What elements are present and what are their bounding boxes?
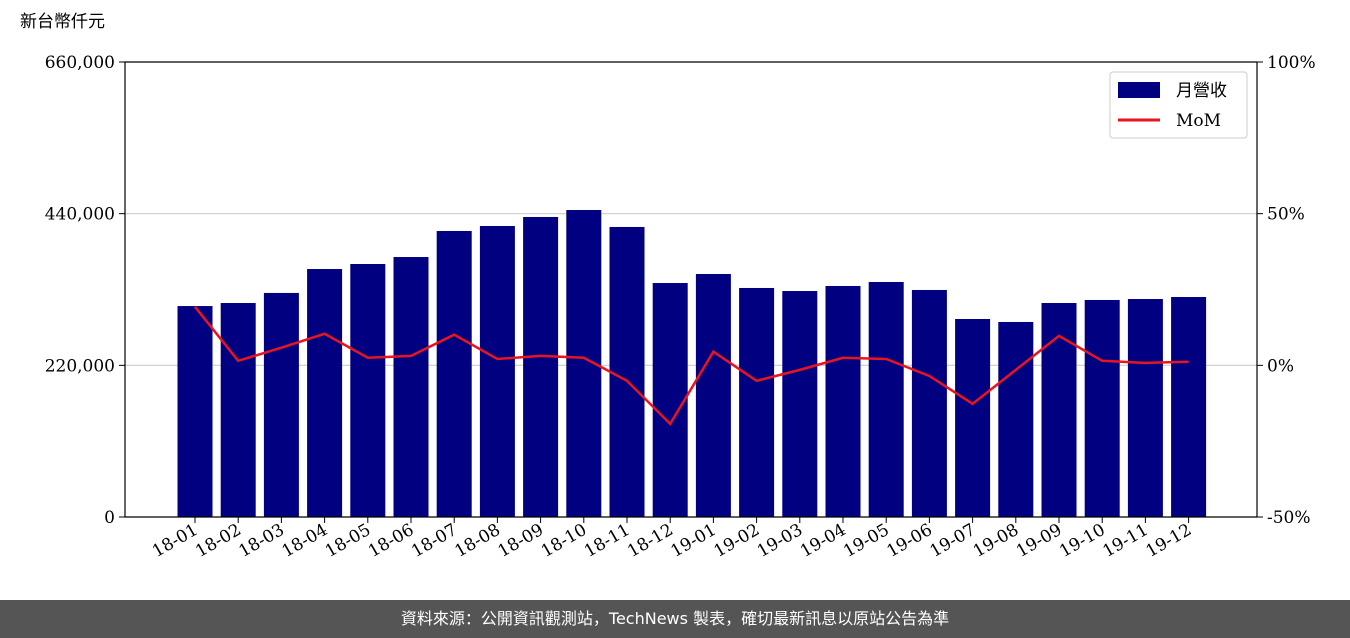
bar (436, 230, 472, 517)
x-tick-label: 18-12 (624, 520, 676, 562)
y2-tick-label: 0% (1267, 356, 1294, 376)
bar (307, 269, 343, 517)
bar (393, 257, 429, 517)
bar (911, 289, 947, 517)
legend-label: MoM (1176, 111, 1221, 131)
bar (263, 292, 299, 517)
bar (825, 285, 861, 517)
y-tick-label: 0 (104, 508, 115, 528)
bar (1171, 297, 1207, 517)
y2-tick-label: 100% (1267, 53, 1316, 73)
y-tick-label: 220,000 (45, 356, 115, 376)
bar (868, 281, 904, 517)
x-tick-label: 18-11 (581, 520, 633, 562)
x-tick-label: 19-06 (883, 520, 935, 562)
x-tick-label: 18-01 (149, 520, 201, 562)
y-tick-label: 440,000 (45, 205, 115, 225)
bar (609, 226, 645, 517)
x-tick-label: 19-05 (840, 520, 892, 562)
y-tick-label: 660,000 (45, 53, 115, 73)
x-tick-label: 19-09 (1013, 520, 1065, 562)
x-tick-label: 18-08 (451, 520, 503, 562)
y2-tick-label: -50% (1267, 508, 1311, 528)
bar (177, 306, 213, 517)
x-tick-label: 19-08 (970, 520, 1022, 562)
x-tick-label: 19-11 (1099, 520, 1151, 562)
bar (739, 287, 775, 517)
bar (1127, 299, 1163, 517)
bar (782, 291, 818, 517)
bar (955, 319, 991, 517)
x-tick-label: 19-12 (1143, 520, 1195, 562)
bar (350, 263, 386, 517)
line (194, 306, 1189, 426)
plot-frame (124, 61, 1258, 518)
x-tick-label: 18-04 (279, 520, 331, 562)
y-axis-label: 新台幣仟元 (20, 12, 105, 32)
x-tick-label: 18-09 (495, 520, 547, 562)
x-tick-label: 18-10 (538, 520, 590, 562)
x-tick-label: 18-02 (192, 520, 244, 562)
x-tick-label: 18-06 (365, 520, 417, 562)
legend-label: 月營收 (1176, 81, 1227, 101)
x-tick-label: 19-10 (1056, 520, 1108, 562)
y2-tick-label: 50% (1267, 205, 1305, 225)
x-tick-label: 19-01 (667, 520, 719, 562)
chart: 新台幣仟元 0 220,000 440,000 660,000 -50% 0% 50% 100… (20, 12, 1316, 562)
x-tick-label: 18-05 (322, 520, 374, 562)
bar (1041, 303, 1077, 517)
bar (695, 273, 731, 517)
x-tick-label: 19-02 (711, 520, 763, 562)
x-tick-label: 18-03 (235, 520, 287, 562)
x-tick-label: 19-03 (754, 520, 806, 562)
x-tick-label: 19-07 (927, 520, 979, 562)
bar (523, 216, 559, 517)
bar (220, 303, 256, 517)
bar (998, 321, 1034, 517)
x-tick-label: 18-07 (408, 520, 460, 562)
x-tick-label: 19-04 (797, 520, 849, 562)
legend-swatch (1118, 82, 1160, 98)
footer: 資料來源：公開資訊觀測站，TechNews 製表，確切最新訊息以原站公告為準 (0, 600, 1350, 638)
bar (652, 283, 688, 517)
bar (479, 226, 515, 517)
bar (1084, 299, 1120, 517)
